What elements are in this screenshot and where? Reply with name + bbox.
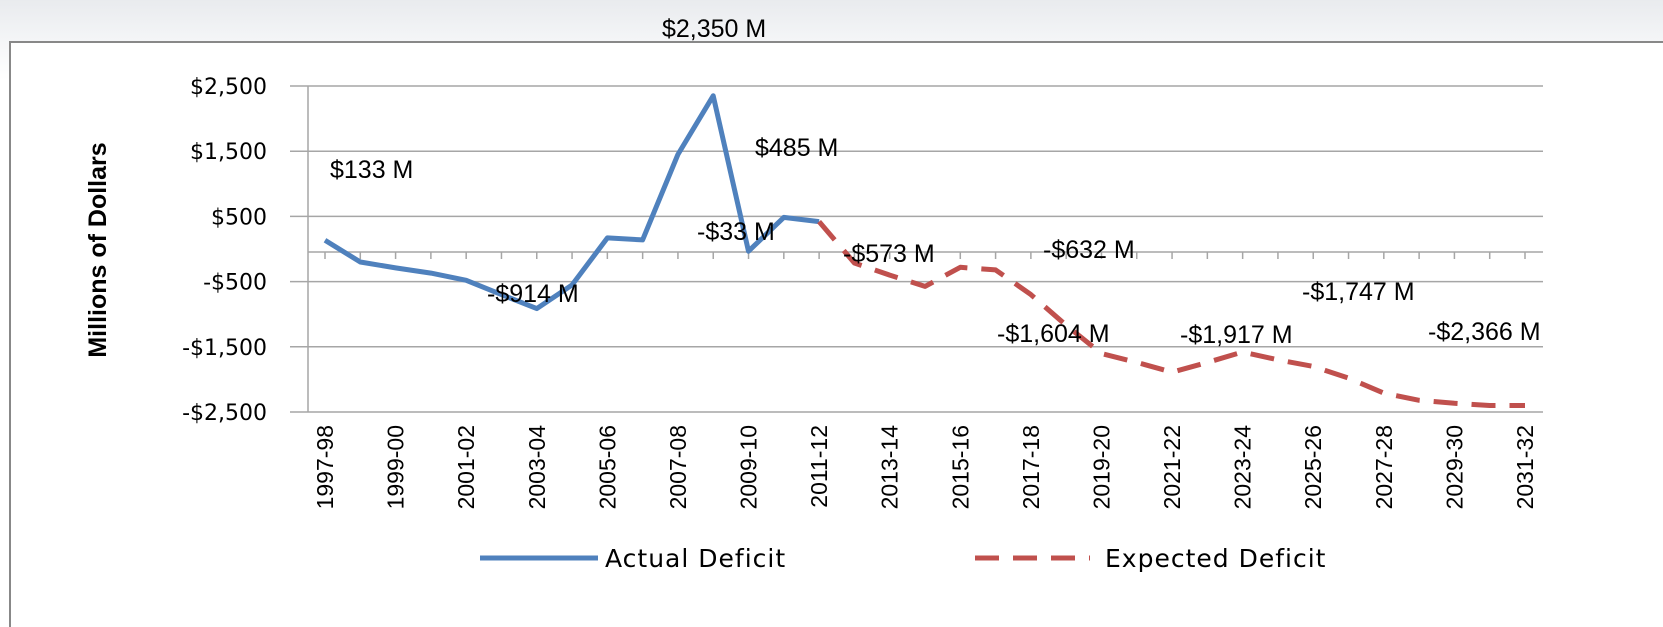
annotation: $2,350 M bbox=[662, 15, 766, 43]
line-series bbox=[817, 219, 1525, 408]
y-tick-label: $1,500 bbox=[190, 140, 267, 165]
annotation: -$914 M bbox=[487, 280, 579, 308]
y-tick-label: -$1,500 bbox=[182, 336, 267, 361]
annotation: -$1,747 M bbox=[1302, 278, 1415, 306]
y-axis-title: Millions of Dollars bbox=[84, 142, 112, 357]
x-tick-label: 2003-04 bbox=[524, 425, 550, 510]
annotation: -$33 M bbox=[697, 218, 775, 246]
annotation: -$1,604 M bbox=[997, 320, 1110, 348]
annotation: $133 M bbox=[330, 156, 413, 184]
annotation: $485 M bbox=[755, 134, 838, 162]
y-tick-label: -$2,500 bbox=[182, 401, 267, 426]
annotation: -$632 M bbox=[1043, 236, 1135, 264]
line-series bbox=[323, 93, 820, 312]
y-tick-label: $2,500 bbox=[190, 75, 267, 100]
x-tick-label: 2017-18 bbox=[1018, 425, 1044, 509]
y-tick-label: $500 bbox=[211, 205, 267, 230]
y-tick-label: -$500 bbox=[203, 271, 267, 296]
legend-label: Actual Deficit bbox=[605, 544, 786, 573]
x-tick-label: 2015-16 bbox=[947, 425, 973, 509]
x-tick-label: 2023-24 bbox=[1230, 425, 1256, 510]
chart-frame bbox=[9, 41, 1663, 627]
x-tick-label: 2025-26 bbox=[1300, 425, 1326, 509]
x-tick-label: 2019-20 bbox=[1088, 425, 1114, 509]
annotation: -$1,917 M bbox=[1180, 321, 1293, 349]
x-tick-label: 1997-98 bbox=[312, 425, 338, 509]
annotation: -$2,366 M bbox=[1428, 318, 1541, 346]
x-tick-label: 2031-32 bbox=[1512, 425, 1538, 509]
x-tick-label: 2029-30 bbox=[1441, 425, 1467, 509]
x-tick-label: 2005-06 bbox=[594, 425, 620, 509]
x-tick-label: 2021-22 bbox=[1159, 425, 1185, 509]
x-tick-label: 2013-14 bbox=[877, 425, 903, 510]
x-tick-label: 1999-00 bbox=[383, 425, 409, 509]
x-tick-label: 2027-28 bbox=[1371, 425, 1397, 509]
x-tick-label: 2009-10 bbox=[736, 425, 762, 509]
x-tick-label: 2011-12 bbox=[806, 425, 832, 508]
legend-label: Expected Deficit bbox=[1105, 544, 1326, 573]
x-tick-label: 2001-02 bbox=[453, 425, 479, 509]
annotation: -$573 M bbox=[843, 240, 935, 268]
x-tick-label: 2007-08 bbox=[665, 425, 691, 509]
